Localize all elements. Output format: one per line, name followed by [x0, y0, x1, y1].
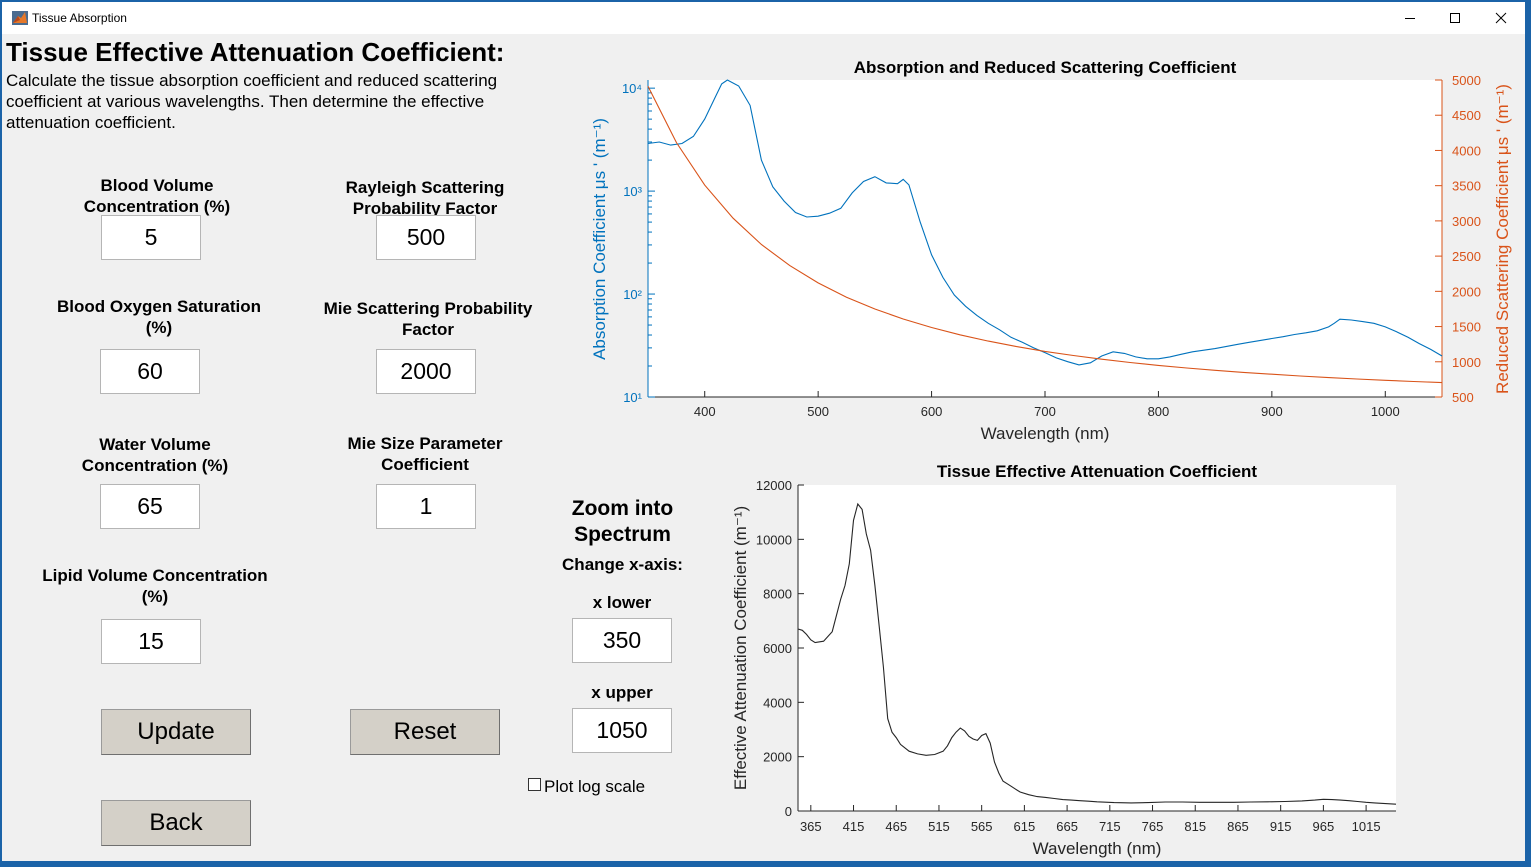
- chart1-xtick-label: 900: [1261, 404, 1283, 419]
- lipid-volume-input[interactable]: [101, 619, 201, 664]
- chart1-ytick-right-label: 2500: [1452, 249, 1481, 264]
- window-title: Tissue Absorption: [32, 11, 127, 25]
- chart2-title: Tissue Effective Attenuation Coefficient: [937, 462, 1258, 481]
- chart2-ytick-label: 8000: [763, 587, 792, 602]
- chart2-xtick-label: 365: [800, 819, 822, 834]
- zoom-title: Zoom into Spectrum: [571, 497, 674, 546]
- title-bar: Tissue Absorption: [2, 2, 1525, 34]
- mie-prob-input[interactable]: [376, 349, 476, 394]
- water-volume-label: Water Volume Concentration (%): [81, 435, 229, 475]
- attenuation-chart: 365 415 465 515 565 615 665 715 765 815 865 915 965 1…: [731, 462, 1397, 858]
- chart1-ytick-left-label: 10²: [623, 287, 642, 302]
- chart1-ylabel-right: Reduced Scattering Coefficient μs ' (m⁻¹…: [1493, 84, 1512, 394]
- chart1-xlabel: Wavelength (nm): [981, 424, 1110, 443]
- chart1-ytick-right-label: 3000: [1452, 214, 1481, 229]
- chart2-xtick-label: 915: [1270, 819, 1292, 834]
- chart1-ytick-left-label: 10⁴: [622, 81, 642, 96]
- chart1-ytick-right-label: 5000: [1452, 73, 1481, 88]
- reset-button[interactable]: Reset: [350, 709, 500, 755]
- minimize-button[interactable]: [1387, 2, 1433, 34]
- chart2-xtick-label: 865: [1227, 819, 1249, 834]
- chart1-xtick-label: 500: [807, 404, 829, 419]
- blood-oxygen-input[interactable]: [100, 349, 200, 394]
- chart1-ytick-right-label: 1000: [1452, 355, 1481, 370]
- chart2-xtick-label: 715: [1099, 819, 1121, 834]
- page-title: Tissue Effective Attenuation Coefficient…: [6, 37, 505, 67]
- log-scale-checkbox[interactable]: [528, 778, 541, 791]
- chart1-ytick-right-label: 500: [1452, 390, 1474, 405]
- absorption-scattering-chart: 400 500 600 700 800 900 1000 10¹ 10² 10³ 10⁴ 500 100…: [590, 58, 1512, 443]
- blood-volume-label: Blood Volume Concentration (%): [83, 176, 231, 216]
- mie-size-input[interactable]: [376, 484, 476, 529]
- chart2-xtick-label: 415: [843, 819, 865, 834]
- chart2-xtick-label: 665: [1056, 819, 1078, 834]
- blood-volume-input[interactable]: [101, 215, 201, 260]
- update-button[interactable]: Update: [101, 709, 251, 755]
- chart1-xtick-label: 800: [1148, 404, 1170, 419]
- x-upper-label: x upper: [591, 683, 653, 702]
- chart2-ytick-label: 12000: [756, 478, 792, 493]
- chart2-ytick-label: 6000: [763, 641, 792, 656]
- chart1-ytick-left-label: 10³: [623, 184, 642, 199]
- log-scale-label: Plot log scale: [544, 777, 646, 796]
- chart2-ytick-label: 2000: [763, 750, 792, 765]
- page-description: Calculate the tissue absorption coeffici…: [6, 71, 498, 132]
- chart1-ytick-right-label: 4000: [1452, 143, 1481, 158]
- chart2-xtick-label: 615: [1014, 819, 1036, 834]
- change-x-axis-label: Change x-axis:: [562, 555, 683, 574]
- lipid-volume-label: Lipid Volume Concentration (%): [42, 566, 268, 606]
- chart2-xtick-label: 465: [885, 819, 907, 834]
- mie-prob-label: Mie Scattering Probability Factor: [323, 299, 533, 339]
- chart2-xlabel: Wavelength (nm): [1033, 839, 1162, 858]
- rayleigh-input[interactable]: [376, 215, 476, 260]
- chart1-ytick-right-label: 1500: [1452, 320, 1481, 335]
- minimize-icon: [1405, 18, 1415, 19]
- chart2-xtick-label: 565: [971, 819, 993, 834]
- scattering-series-line: [647, 86, 1443, 384]
- close-icon: [1495, 12, 1507, 24]
- chart1-ytick-right-label: 4500: [1452, 108, 1481, 123]
- chart2-xtick-label: 965: [1313, 819, 1335, 834]
- maximize-icon: [1450, 13, 1460, 23]
- matlab-icon: [12, 11, 28, 25]
- chart2-xtick-label: 1015: [1352, 819, 1381, 834]
- chart2-xtick-label: 815: [1184, 819, 1206, 834]
- chart1-xtick-label: 400: [694, 404, 716, 419]
- x-upper-input[interactable]: [572, 708, 672, 753]
- chart2-ytick-label: 4000: [763, 695, 792, 710]
- rayleigh-label: Rayleigh Scattering Probability Factor: [345, 178, 505, 218]
- chart1-xtick-label: 1000: [1371, 404, 1400, 419]
- mie-size-label: Mie Size Parameter Coefficient: [347, 434, 503, 474]
- chart2-ytick-label: 10000: [756, 532, 792, 547]
- chart2-xtick-label: 765: [1142, 819, 1164, 834]
- x-lower-label: x lower: [592, 593, 652, 612]
- chart2-xtick-label: 515: [928, 819, 950, 834]
- attenuation-series-line: [797, 502, 1397, 805]
- maximize-button[interactable]: [1432, 2, 1478, 34]
- chart1-ytick-right-label: 3500: [1452, 179, 1481, 194]
- chart2-plot-area: [798, 485, 1396, 811]
- chart1-ylabel-left: Absorption Coefficient μs ' (m⁻¹): [590, 118, 609, 360]
- x-lower-input[interactable]: [572, 618, 672, 663]
- water-volume-input[interactable]: [100, 484, 200, 529]
- blood-oxygen-label: Blood Oxygen Saturation (%): [56, 297, 262, 337]
- chart1-ytick-right-label: 2000: [1452, 284, 1481, 299]
- chart1-ytick-left-label: 10¹: [623, 390, 642, 405]
- back-button[interactable]: Back: [101, 800, 251, 846]
- close-button[interactable]: [1478, 2, 1524, 34]
- chart1-xtick-label: 600: [921, 404, 943, 419]
- chart1-title: Absorption and Reduced Scattering Coeffi…: [854, 58, 1237, 77]
- chart1-plot-area: [648, 80, 1442, 397]
- chart1-xtick-label: 700: [1034, 404, 1056, 419]
- chart2-ylabel: Effective Attenuation Coefficient (m⁻¹): [731, 506, 750, 790]
- chart2-ytick-label: 0: [785, 804, 792, 819]
